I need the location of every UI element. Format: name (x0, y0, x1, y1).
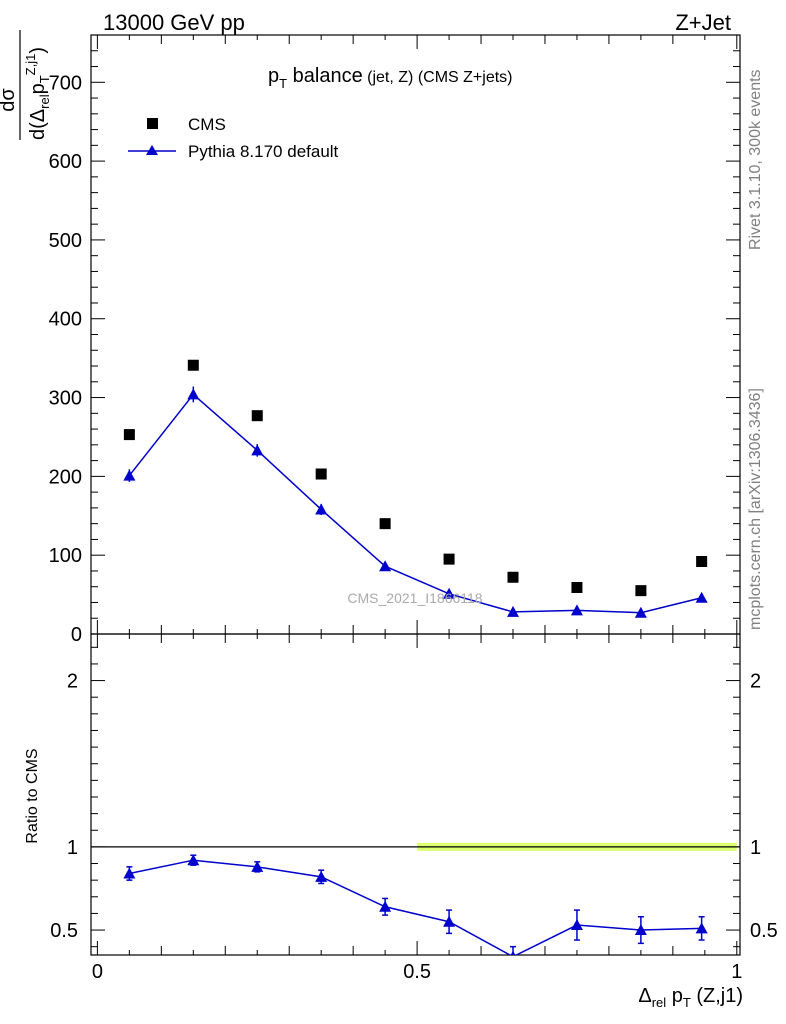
pythia-data-point (507, 605, 520, 617)
ratio-frame (90, 633, 741, 956)
legend-pythia-label: Pythia 8.170 default (188, 142, 339, 161)
legend-cms-marker (147, 118, 158, 129)
title-tail: (jet, Z) (CMS Z+jets) (363, 69, 513, 86)
cms-data-point (696, 555, 708, 567)
title-sub-t: T (279, 76, 287, 91)
pythia-data-point (443, 587, 456, 599)
y-tick-label: 700 (49, 72, 82, 94)
ratio-ylabel: Ratio to CMS (24, 748, 41, 843)
x-axis-label: Δrel pT (Z,j1) (638, 985, 743, 1010)
y-tick-label: 500 (49, 230, 82, 252)
cms-data-point (187, 359, 199, 371)
x-tick-label: 1 (731, 961, 742, 983)
ratio-data-point (570, 919, 583, 931)
legend-pythia-marker (146, 145, 158, 155)
cms-data-point (251, 410, 263, 422)
ratio-data-point (634, 924, 647, 936)
pythia-data-point (379, 560, 392, 572)
header-right: Z+Jet (675, 10, 731, 35)
legend: CMS Pythia 8.170 default (128, 115, 339, 161)
cms-data-point (635, 585, 647, 597)
cms-data-point (315, 468, 327, 480)
x-tick-label: 0 (92, 961, 103, 983)
ratio-data-point (443, 915, 456, 927)
pythia-data-point (634, 606, 647, 618)
cms-data-point (507, 571, 519, 583)
header-left: 13000 GeV pp (103, 10, 245, 35)
ratio-line (129, 859, 702, 955)
ratio-data-point (123, 867, 136, 879)
ratio-y-tick-label-right: 2 (750, 671, 761, 693)
ratio-y-tick-label: 0.5 (50, 920, 78, 942)
main-ylabel: dσ d(ΔrelpTZ,j1) (0, 30, 52, 140)
ratio-y-tick-label: 1 (67, 837, 78, 859)
cms-data-point (443, 553, 455, 565)
title-p: p (268, 65, 279, 87)
ylabel-denominator: d(ΔrelpTZ,j1) (23, 47, 52, 140)
ratio-data-point (251, 860, 264, 872)
main-plot-panel: 0 100 200 300 400 500 600 700 (49, 34, 741, 646)
title-balance: balance (287, 65, 363, 87)
y-tick-label: 200 (49, 466, 82, 488)
y-tick-label: 600 (49, 151, 82, 173)
cms-data-point (379, 518, 391, 530)
pythia-data-point (315, 503, 328, 515)
rivet-label: Rivet 3.1.10, 300k events (747, 69, 764, 250)
pythia-data-point (570, 604, 583, 616)
ratio-y-tick-label: 2 (67, 671, 78, 693)
pythia-data-point (187, 388, 200, 400)
cms-data-point (123, 429, 135, 441)
ylabel-numerator: dσ (0, 88, 19, 112)
pythia-line (128, 393, 702, 614)
pythia-data-point (695, 591, 708, 603)
ratio-plot-panel: 0 0.5 1 0.5 0.5 1 1 2 2 (50, 633, 778, 983)
ratio-data-point (187, 854, 200, 866)
ratio-data-point (695, 922, 708, 934)
ratio-data-point (510, 950, 516, 955)
y-tick-label: 0 (71, 624, 82, 646)
mcplots-label: mcplots.cern.ch [arXiv:1306.3436] (747, 388, 764, 630)
y-tick-label: 400 (49, 309, 82, 331)
y-tick-label: 300 (49, 388, 82, 410)
ratio-data-point (315, 870, 328, 882)
legend-cms-label: CMS (188, 115, 226, 134)
watermark: CMS_2021_I1866118 (347, 590, 482, 606)
plot-title: pT balance (jet, Z) (CMS Z+jets) (268, 65, 512, 91)
y-tick-label: 100 (49, 545, 82, 567)
ratio-y-tick-label-right: 1 (750, 837, 761, 859)
x-tick-label: 0.5 (403, 961, 431, 983)
pythia-data-point (251, 444, 264, 456)
ratio-data-point (379, 900, 392, 912)
cms-data-point (571, 581, 583, 593)
pythia-data-point (123, 469, 136, 481)
ratio-y-tick-label-right: 0.5 (750, 920, 778, 942)
ratio-series-group (123, 854, 708, 955)
